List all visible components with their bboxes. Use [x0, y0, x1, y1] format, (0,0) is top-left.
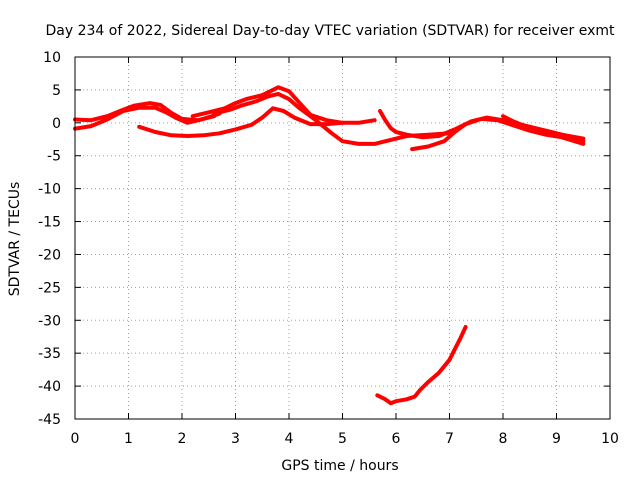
x-tick-label: 10 — [601, 431, 619, 447]
y-tick-label: -40 — [38, 379, 61, 395]
y-tick-label: 5 — [52, 83, 61, 99]
series-line-arc-4 — [212, 91, 452, 146]
y-tick-label: -15 — [38, 215, 61, 231]
x-tick-label: 8 — [499, 431, 508, 447]
x-tick-label: 9 — [552, 431, 561, 447]
series-line-arc-1 — [73, 101, 217, 123]
y-tick-label: -5 — [47, 149, 61, 165]
chart-title: Day 234 of 2022, Sidereal Day-to-day VTE… — [46, 23, 616, 39]
x-tick-label: 0 — [71, 431, 80, 447]
y-tick-labels: 10 5 0 -5 -10 -15 -20 -25 -30 -35 -40 -45 — [38, 50, 61, 428]
y-tick-label: -35 — [38, 346, 61, 362]
axis-ticks — [74, 56, 611, 420]
y-tick-label: 0 — [52, 116, 61, 132]
x-tick-label: 6 — [392, 431, 401, 447]
x-tick-label: 1 — [124, 431, 133, 447]
y-tick-label: -20 — [38, 247, 61, 263]
data-series-group — [73, 85, 586, 406]
series-line-arc-7 — [410, 116, 586, 152]
series-line-arc-5 — [137, 106, 345, 138]
x-tick-label: 2 — [178, 431, 187, 447]
x-tick-label: 3 — [231, 431, 240, 447]
series-line-arc-8 — [501, 114, 586, 141]
x-tick-label: 7 — [445, 431, 454, 447]
y-tick-label: 10 — [43, 50, 61, 66]
x-tick-labels: 0 1 2 3 4 5 6 7 8 9 10 — [71, 431, 619, 447]
y-tick-label: -10 — [38, 182, 61, 198]
x-axis-label: GPS time / hours — [281, 458, 398, 474]
x-tick-label: 5 — [338, 431, 347, 447]
x-tick-label: 4 — [285, 431, 294, 447]
y-tick-label: -25 — [38, 280, 61, 296]
series-line-arc-9 — [375, 324, 468, 406]
y-axis-label: SDTVAR / TECUs — [7, 182, 23, 297]
y-tick-label: -45 — [38, 412, 61, 428]
y-tick-label: -30 — [38, 313, 61, 329]
series-line-arc-2 — [73, 105, 222, 131]
